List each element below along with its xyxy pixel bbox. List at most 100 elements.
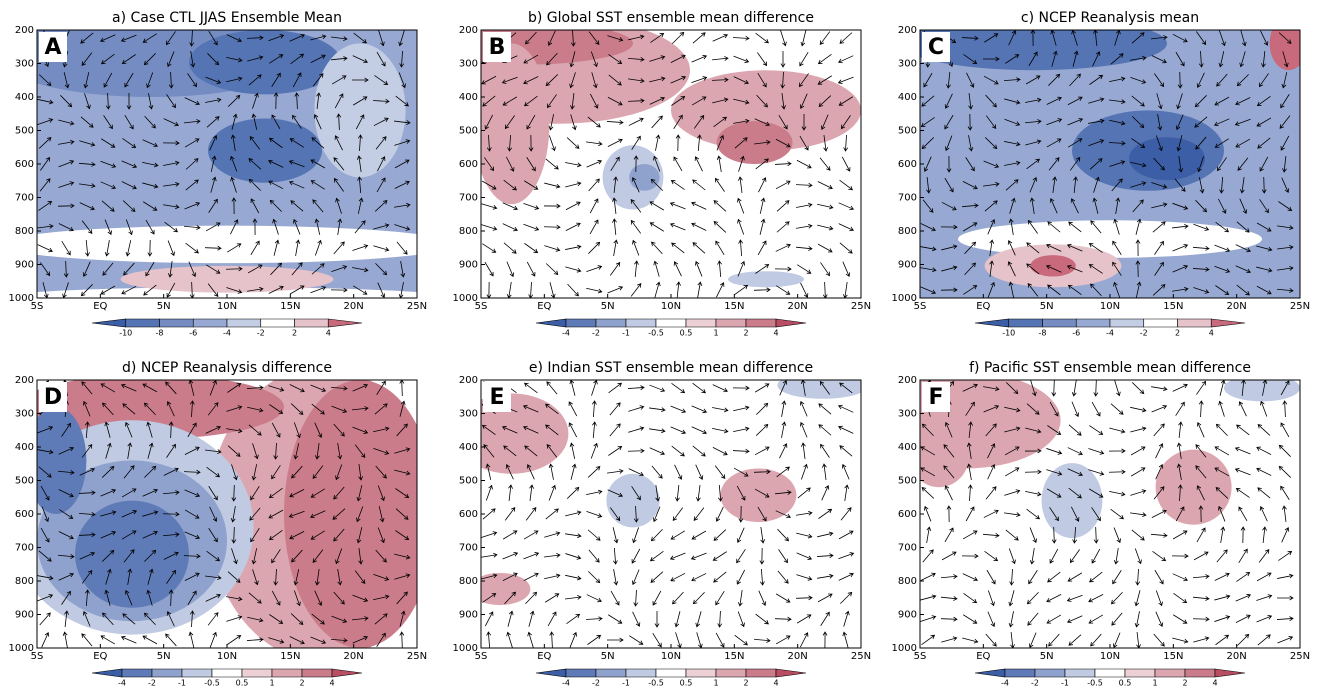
panel-label-box: [483, 32, 511, 62]
wind-vector: [481, 203, 498, 210]
wind-vector: [1256, 95, 1271, 107]
wind-vector: [208, 198, 218, 213]
panel-title: c) NCEP Reanalysis mean: [1021, 10, 1199, 26]
wind-vector: [774, 616, 792, 622]
wind-vector: [79, 551, 96, 560]
wind-vector: [843, 610, 850, 627]
wind-vector: [1237, 157, 1249, 171]
colorbar-segment: [715, 318, 747, 328]
wind-vector: [1172, 573, 1188, 582]
wind-vector: [101, 465, 115, 478]
wind-vector: [37, 575, 54, 581]
wind-vector: [226, 405, 243, 412]
wind-vector: [396, 591, 408, 605]
wind-vector: [125, 240, 132, 257]
wind-vector: [587, 465, 601, 478]
wind-vector: [273, 92, 279, 110]
wind-vector: [485, 484, 493, 501]
wind-vector: [231, 484, 237, 502]
wind-vector: [504, 591, 517, 605]
wind-vector: [163, 551, 179, 560]
wind-vector: [331, 405, 348, 413]
y-tick-label: 400: [459, 442, 478, 453]
y-tick-label: 400: [459, 92, 478, 103]
wind-vector: [100, 383, 116, 393]
y-tick-label: 500: [459, 126, 478, 137]
panel-label-box: [39, 32, 67, 62]
wind-vector: [736, 485, 746, 501]
wind-vector: [982, 533, 1000, 538]
wind-vector: [269, 54, 284, 64]
wind-vector: [627, 98, 645, 104]
wind-vector: [271, 72, 281, 87]
wind-vector: [100, 530, 117, 539]
wind-vector: [1131, 32, 1145, 44]
colorbar-segment: [260, 318, 295, 328]
wind-vector: [1216, 549, 1228, 563]
wind-vector: [372, 98, 390, 104]
wind-vector: [651, 241, 663, 255]
wind-vector: [38, 137, 52, 149]
wind-vector: [1130, 181, 1147, 188]
wind-vector: [183, 469, 201, 475]
wind-vector: [840, 507, 852, 521]
wind-vector: [818, 508, 833, 519]
wind-vector: [671, 591, 684, 605]
wind-vector: [613, 239, 619, 256]
wind-vector: [776, 200, 790, 212]
wind-vector: [1277, 245, 1294, 250]
wind-vector: [294, 92, 300, 110]
wind-vector: [1277, 265, 1294, 271]
wind-vector: [248, 424, 262, 436]
wind-vector: [716, 134, 725, 151]
wind-vector: [1067, 117, 1084, 126]
wind-vector: [1093, 176, 1100, 193]
wind-vector: [963, 285, 978, 295]
colorbar-tick-label: -4: [562, 679, 570, 688]
wind-vector: [1112, 632, 1121, 648]
wind-vector: [987, 590, 995, 607]
wind-vector: [712, 97, 729, 104]
wind-vector: [230, 155, 238, 172]
wind-vector: [586, 511, 603, 518]
wind-vector: [1048, 157, 1060, 171]
wind-vector: [1276, 616, 1294, 622]
panel-label: A: [44, 35, 61, 60]
colorbar-segment: [974, 668, 1006, 678]
wind-vector: [777, 528, 790, 542]
wind-vector: [246, 385, 264, 391]
x-tick-label: 10N: [661, 301, 681, 312]
wind-vector: [207, 402, 219, 416]
wind-vector: [272, 218, 279, 235]
panel-label: E: [489, 385, 504, 410]
wind-vector: [799, 135, 809, 151]
wind-vector: [801, 113, 807, 131]
wind-vector: [227, 94, 241, 107]
wind-vector: [738, 505, 744, 523]
wind-vector: [187, 590, 197, 606]
x-tick-label: 15N: [1163, 301, 1183, 312]
wind-vector: [1066, 615, 1083, 624]
wind-vector: [940, 616, 958, 622]
wind-vector: [1193, 574, 1210, 579]
wind-vector: [1026, 591, 1039, 605]
wind-vector: [1258, 549, 1270, 563]
wind-vector: [695, 611, 702, 628]
wind-vector: [1154, 261, 1164, 276]
wind-vector: [1151, 202, 1168, 209]
wind-vector: [944, 114, 954, 130]
wind-vector: [230, 219, 239, 235]
wind-vector: [606, 637, 624, 643]
wind-vector: [757, 72, 767, 88]
wind-vector: [1234, 118, 1251, 126]
wind-vector: [523, 76, 539, 85]
wind-vector: [1088, 118, 1105, 124]
wind-vector: [226, 615, 243, 622]
wind-vector: [1218, 198, 1227, 214]
wind-vector: [314, 590, 323, 607]
wind-vector: [1068, 221, 1082, 233]
y-tick-label: 500: [459, 476, 478, 487]
wind-vector: [1151, 509, 1167, 518]
wind-vector: [1046, 594, 1062, 603]
wind-vector: [291, 465, 303, 479]
